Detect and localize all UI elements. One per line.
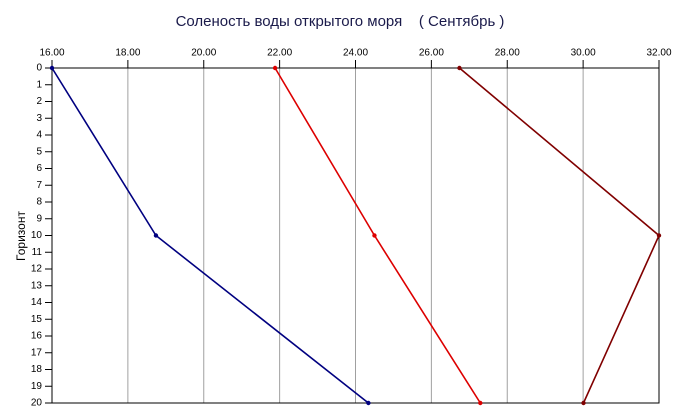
y-tick-label: 17 [31, 347, 43, 358]
y-tick-label: 12 [31, 264, 43, 275]
point [478, 400, 483, 406]
point [656, 233, 662, 238]
y-tick-label: 16 [31, 331, 43, 342]
y-tick-label: 7 [36, 180, 42, 191]
x-tick-label: 22.00 [267, 48, 292, 59]
y-tick-label: 5 [36, 146, 42, 157]
y-tick-label: 20 [31, 398, 43, 409]
series-line [51, 67, 369, 404]
y-tick-label: 2 [36, 96, 42, 107]
y-tick-label: 14 [31, 297, 43, 308]
y-tick-label: 1 [36, 79, 42, 90]
point [366, 400, 371, 406]
y-tick-label: 0 [36, 63, 42, 74]
point [49, 65, 55, 71]
y-tick-label: 9 [36, 213, 42, 224]
x-tick-label: 20.00 [191, 48, 216, 59]
x-tick-label: 18.00 [115, 48, 140, 59]
x-tick-label: 26.00 [419, 48, 444, 59]
y-tick-label: 6 [36, 163, 42, 174]
x-tick-label: 32.00 [646, 48, 671, 59]
y-tick-label: 15 [31, 314, 43, 325]
y-tick-label: 19 [31, 381, 43, 392]
point [581, 400, 586, 406]
y-axis-label: Горизонт [14, 211, 28, 261]
chart-title: Соленость воды открытого моря ( Сентябрь… [176, 13, 505, 30]
point [272, 65, 278, 71]
x-tick-label: 30.00 [571, 48, 596, 59]
y-tick-label: 18 [31, 364, 43, 375]
x-tick-label: 24.00 [343, 48, 368, 59]
y-tick-label: 13 [31, 280, 43, 291]
y-tick-label: 4 [36, 130, 42, 141]
series-line [458, 67, 660, 404]
point [372, 233, 377, 238]
y-tick-label: 10 [31, 230, 43, 241]
x-tick-label: 16.00 [39, 48, 64, 59]
y-tick-label: 3 [36, 113, 42, 124]
point [153, 233, 159, 238]
point [457, 65, 462, 71]
y-tick-label: 8 [36, 197, 42, 208]
x-tick-label: 28.00 [495, 48, 520, 59]
y-tick-label: 11 [32, 247, 43, 258]
